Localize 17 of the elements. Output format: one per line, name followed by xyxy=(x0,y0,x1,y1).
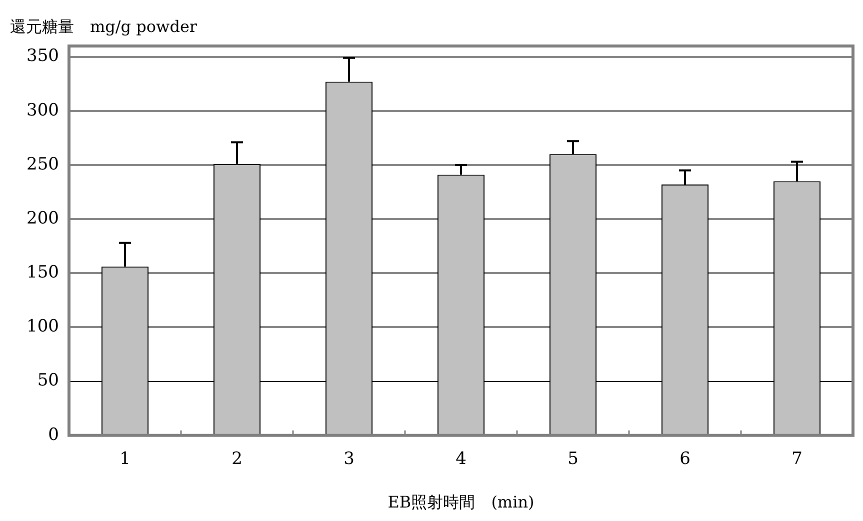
y-tick-label: 200 xyxy=(26,208,59,228)
x-tick-label: 1 xyxy=(120,449,130,470)
y-tick-label: 100 xyxy=(26,316,59,337)
x-axis-title: EB照射時間 (min) xyxy=(388,492,534,512)
x-tick-label: 4 xyxy=(456,449,466,470)
x-tick-label: 7 xyxy=(792,449,802,470)
x-tick-label: 6 xyxy=(680,449,690,470)
y-axis-title: 還元糖量 mg/g powder xyxy=(10,17,198,36)
y-tick-label: 350 xyxy=(26,46,59,66)
y-tick-label: 300 xyxy=(26,100,59,120)
y-tick-label: 0 xyxy=(48,424,59,445)
y-tick-label: 50 xyxy=(37,370,59,391)
x-tick-label: 3 xyxy=(344,449,354,470)
x-tick-label: 5 xyxy=(568,449,578,470)
y-tick-label: 150 xyxy=(26,262,59,283)
x-tick-label: 2 xyxy=(232,449,242,470)
y-tick-label: 250 xyxy=(26,154,59,174)
